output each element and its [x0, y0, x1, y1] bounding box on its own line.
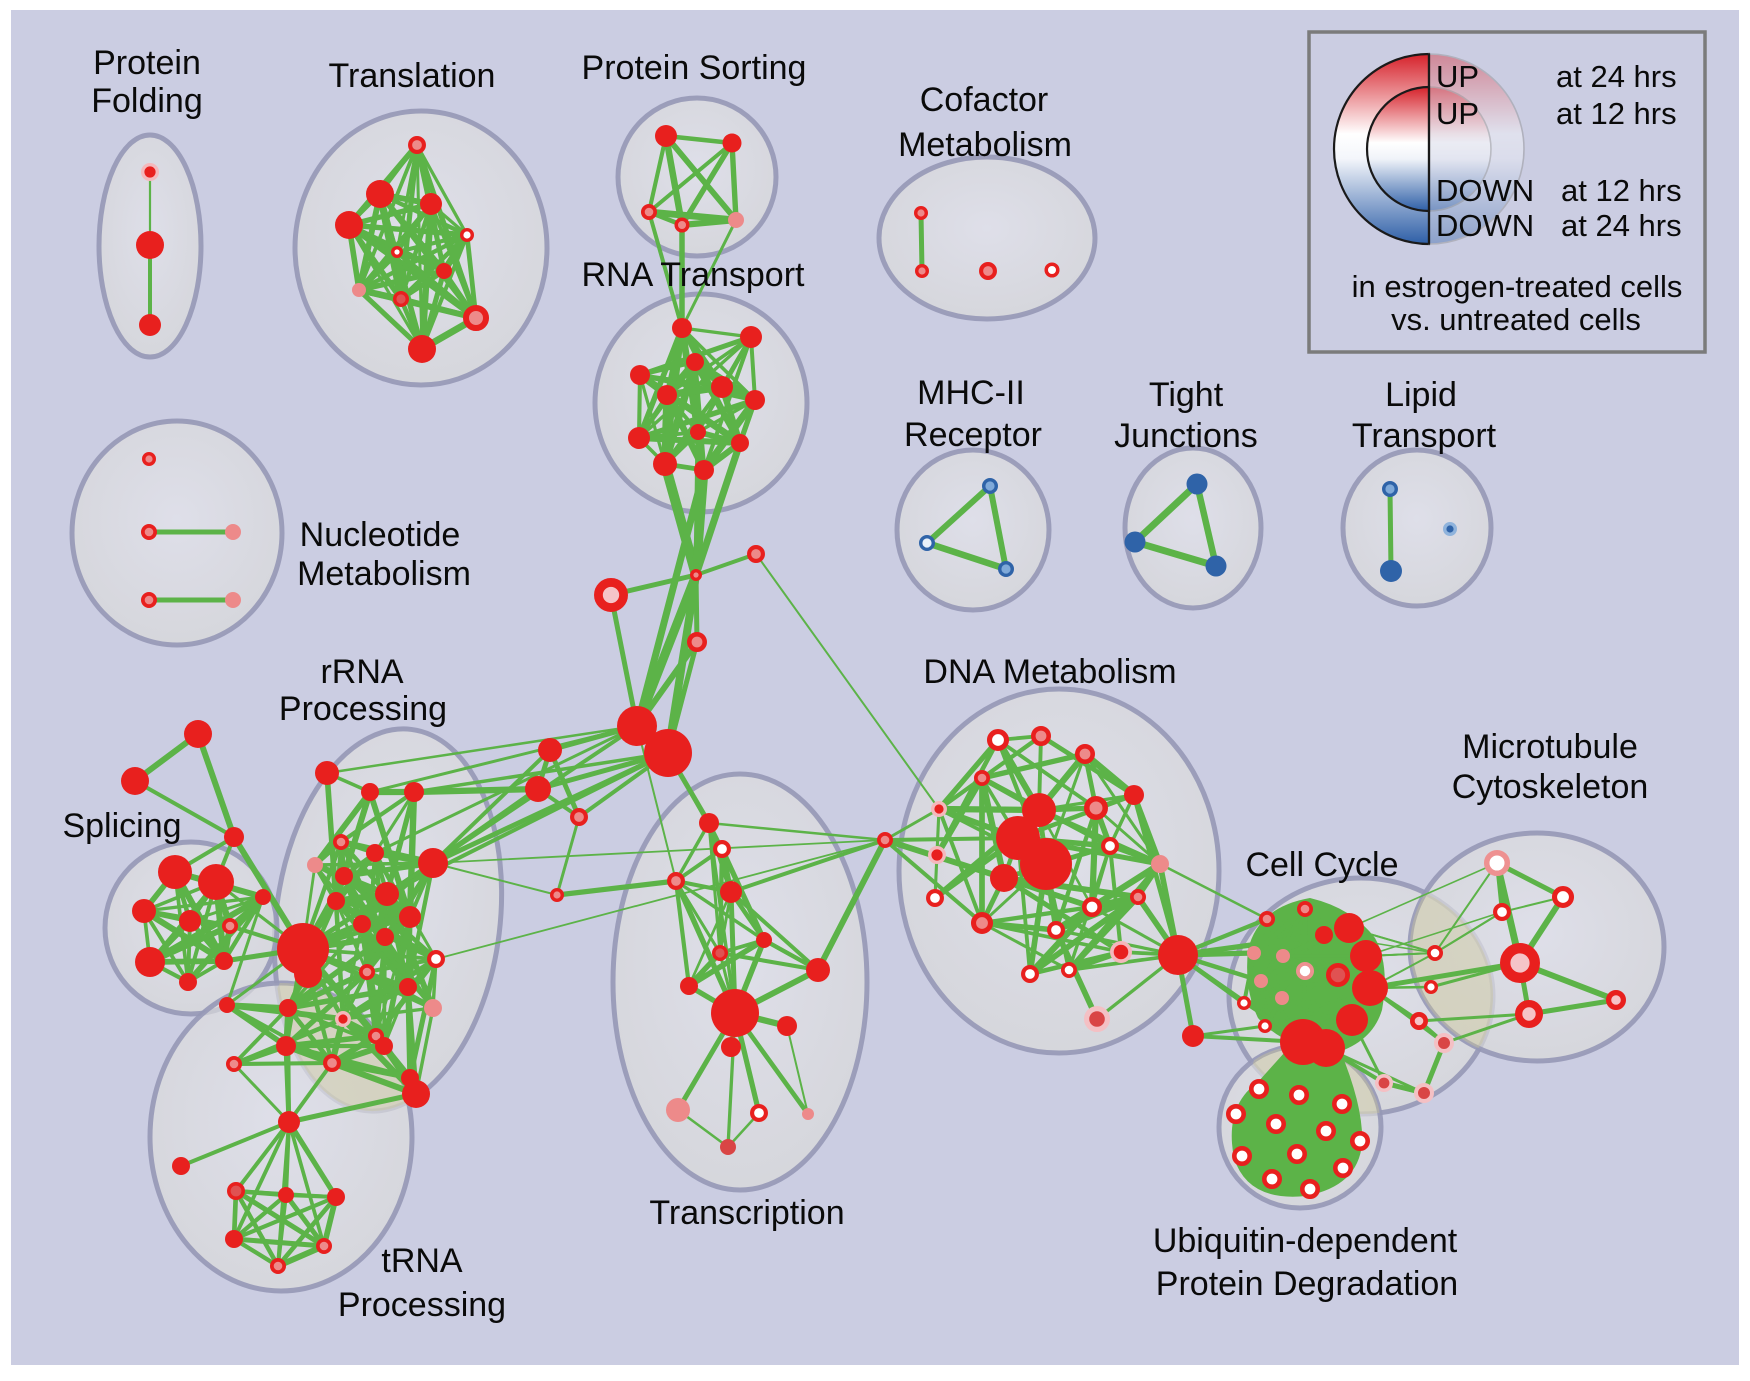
- svg-text:Protein: Protein: [93, 44, 201, 82]
- svg-text:UP: UP: [1436, 59, 1479, 94]
- svg-text:Processing: Processing: [279, 690, 447, 728]
- svg-text:at 12 hrs: at 12 hrs: [1561, 173, 1682, 208]
- svg-text:MHC-II: MHC-II: [917, 374, 1025, 412]
- svg-text:at 24 hrs: at 24 hrs: [1556, 59, 1677, 94]
- svg-text:Processing: Processing: [338, 1286, 506, 1324]
- svg-text:Metabolism: Metabolism: [297, 555, 471, 593]
- svg-text:DOWN: DOWN: [1436, 208, 1534, 243]
- svg-text:Cytoskeleton: Cytoskeleton: [1452, 768, 1649, 806]
- svg-text:at 24 hrs: at 24 hrs: [1561, 208, 1682, 243]
- svg-text:at 12 hrs: at 12 hrs: [1556, 96, 1677, 131]
- svg-text:UP: UP: [1436, 96, 1479, 131]
- svg-text:DOWN: DOWN: [1436, 173, 1534, 208]
- svg-text:Translation: Translation: [329, 57, 496, 95]
- svg-text:Folding: Folding: [91, 82, 203, 120]
- svg-text:Microtubule: Microtubule: [1462, 728, 1638, 766]
- svg-text:Ubiquitin-dependent: Ubiquitin-dependent: [1153, 1222, 1458, 1260]
- svg-text:Metabolism: Metabolism: [898, 126, 1072, 164]
- svg-text:Transport: Transport: [1352, 417, 1497, 455]
- svg-text:rRNA: rRNA: [320, 653, 403, 691]
- svg-text:Nucleotide: Nucleotide: [300, 516, 461, 554]
- svg-text:Cofactor: Cofactor: [920, 81, 1049, 119]
- svg-text:in estrogen-treated cells: in estrogen-treated cells: [1352, 269, 1683, 304]
- svg-text:DNA Metabolism: DNA Metabolism: [923, 653, 1176, 691]
- svg-text:vs. untreated cells: vs. untreated cells: [1391, 302, 1641, 337]
- svg-text:RNA Transport: RNA Transport: [582, 256, 806, 294]
- svg-text:Transcription: Transcription: [649, 1194, 844, 1232]
- svg-text:Receptor: Receptor: [904, 416, 1042, 454]
- svg-text:Tight: Tight: [1149, 376, 1224, 414]
- svg-text:tRNA: tRNA: [381, 1242, 463, 1280]
- svg-text:Cell Cycle: Cell Cycle: [1245, 846, 1398, 884]
- svg-text:Protein Degradation: Protein Degradation: [1156, 1265, 1458, 1303]
- svg-text:Splicing: Splicing: [62, 807, 181, 845]
- svg-text:Junctions: Junctions: [1114, 417, 1258, 455]
- svg-text:Lipid: Lipid: [1385, 376, 1457, 414]
- svg-text:Protein Sorting: Protein Sorting: [582, 49, 807, 87]
